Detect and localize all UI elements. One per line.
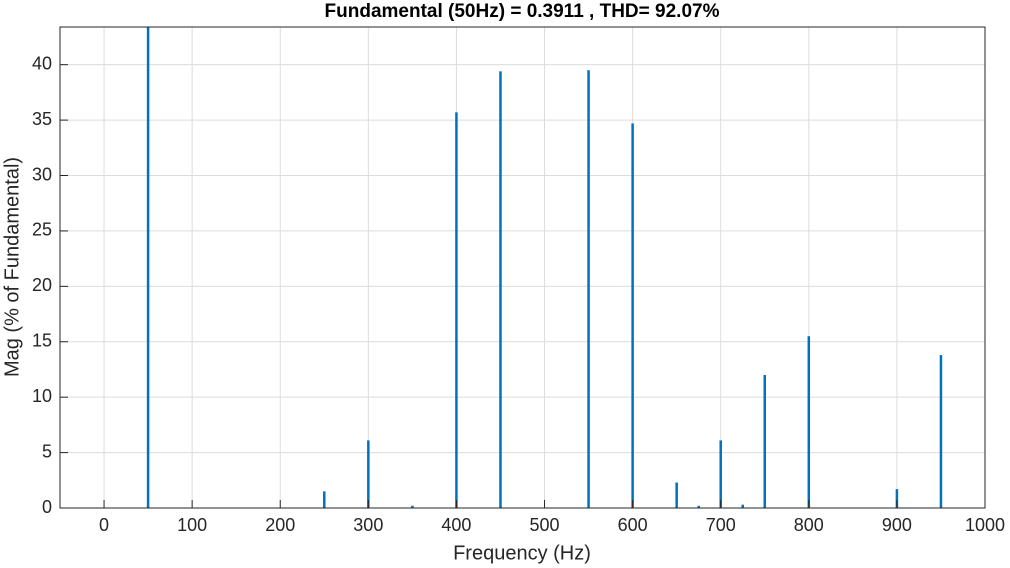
bar bbox=[367, 440, 370, 508]
bar bbox=[146, 27, 150, 508]
bar bbox=[499, 71, 502, 508]
y-tick-label: 35 bbox=[32, 109, 52, 129]
y-axis-label: Mag (% of Fundamental) bbox=[1, 157, 23, 377]
chart-title: Fundamental (50Hz) = 0.3911 , THD= 92.07… bbox=[325, 1, 720, 22]
bars bbox=[146, 27, 943, 508]
plot-frame bbox=[59, 26, 986, 509]
y-tick-label: 10 bbox=[32, 386, 52, 406]
x-tick-label: 800 bbox=[794, 515, 824, 535]
bar bbox=[719, 440, 722, 508]
y-tick-label: 40 bbox=[32, 53, 52, 73]
bar bbox=[763, 375, 767, 508]
bar bbox=[807, 336, 811, 508]
bar bbox=[697, 505, 700, 508]
bar bbox=[411, 505, 414, 508]
x-tick-label: 500 bbox=[530, 515, 560, 535]
bar bbox=[895, 489, 899, 508]
x-tick-label: 700 bbox=[706, 515, 736, 535]
bar bbox=[741, 504, 744, 508]
y-tick-label: 30 bbox=[32, 164, 52, 184]
y-tick-label: 0 bbox=[42, 497, 52, 517]
bar bbox=[675, 482, 678, 508]
bar bbox=[455, 112, 458, 508]
x-tick-label: 300 bbox=[353, 515, 383, 535]
x-tick-label: 100 bbox=[177, 515, 207, 535]
y-tick-label: 25 bbox=[32, 220, 52, 240]
bar bbox=[939, 355, 943, 508]
x-tick-label: 400 bbox=[441, 515, 471, 535]
x-tick-label: 200 bbox=[265, 515, 295, 535]
bar bbox=[631, 123, 634, 508]
x-tick-label: 600 bbox=[618, 515, 648, 535]
plot-area bbox=[60, 27, 985, 508]
x-tick-label: 900 bbox=[882, 515, 912, 535]
y-tick-label: 20 bbox=[32, 275, 52, 295]
bar bbox=[587, 70, 590, 508]
x-tick-label: 1000 bbox=[965, 515, 1005, 535]
bar bbox=[323, 491, 326, 508]
x-axis-label: Frequency (Hz) bbox=[453, 542, 591, 564]
y-tick-label: 5 bbox=[42, 441, 52, 461]
y-tick-label: 15 bbox=[32, 331, 52, 351]
x-tick-label: 0 bbox=[99, 515, 109, 535]
